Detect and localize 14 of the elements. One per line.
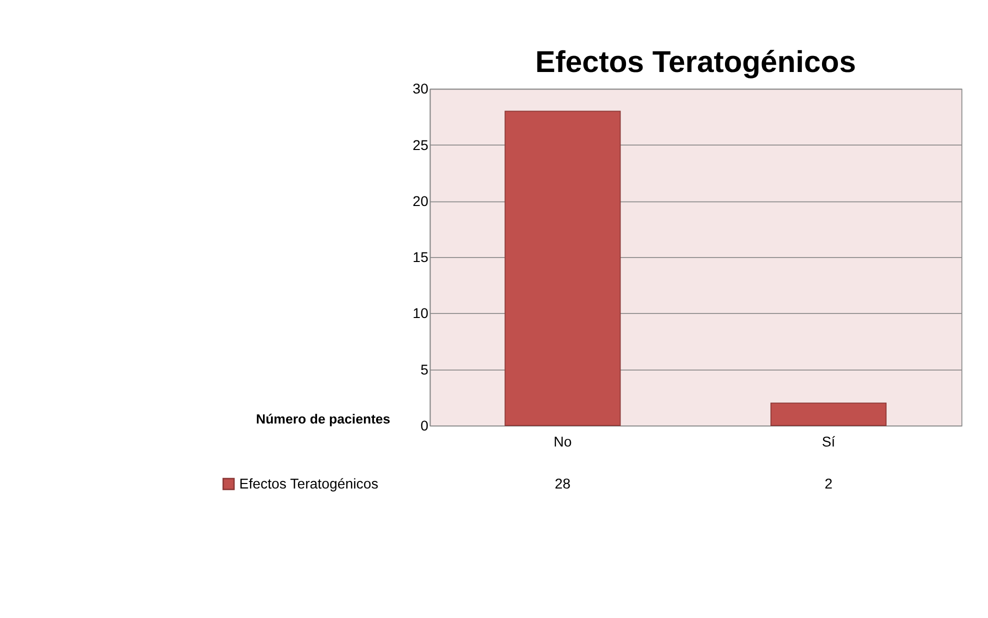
y-tick-label: 10 (412, 306, 429, 322)
data-label: 2 (824, 476, 833, 492)
chart-title: Efectos Teratogénicos (535, 46, 856, 79)
y-tick-label: 30 (412, 82, 429, 98)
y-tick-label: 20 (412, 194, 429, 210)
y-tick-label: 5 (420, 362, 429, 378)
y-tick-label: 25 (412, 138, 429, 154)
y-axis-title: Número de pacientes (256, 411, 390, 426)
y-tick-label: 0 (420, 418, 429, 434)
data-label: 28 (554, 476, 571, 492)
legend-label: Efectos Teratogénicos (239, 476, 378, 492)
y-tick-label: 15 (412, 250, 429, 266)
x-tick-label: Sí (822, 434, 836, 450)
x-tick-label: No (554, 434, 572, 450)
